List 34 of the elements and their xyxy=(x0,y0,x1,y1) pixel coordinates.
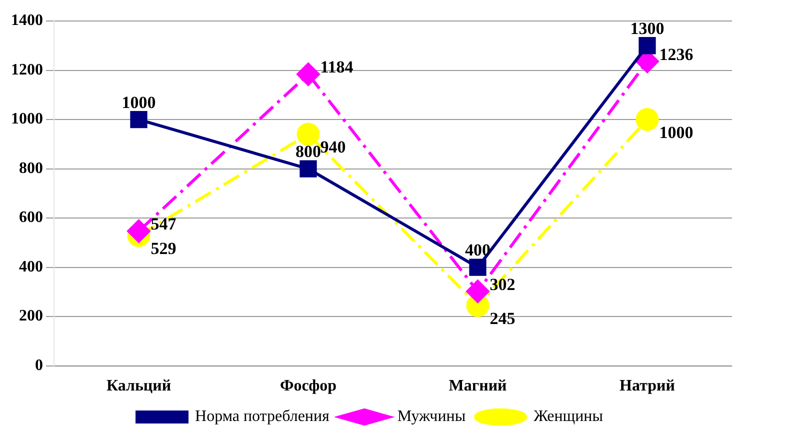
x-tick-label: Натрий xyxy=(620,378,675,395)
y-tick-label: 1400 xyxy=(11,12,43,30)
point xyxy=(296,122,320,146)
data-label: 800 xyxy=(296,142,321,162)
y-tick-label: 800 xyxy=(19,160,43,177)
x-tick-label: Фосфор xyxy=(280,378,337,395)
y-tick-label: 600 xyxy=(19,209,43,226)
data-label: 1000 xyxy=(122,92,156,112)
y-tick-label: 1200 xyxy=(11,61,43,78)
point xyxy=(130,110,148,128)
point xyxy=(127,220,150,243)
y-tick-label: 200 xyxy=(19,308,43,325)
data-label: 1000 xyxy=(659,122,694,142)
x-tick-label: Магний xyxy=(448,378,507,395)
point xyxy=(469,258,486,276)
data-label: 1184 xyxy=(320,58,354,77)
data-label: 940 xyxy=(320,138,346,157)
x-tick-label: Кальций xyxy=(106,378,172,395)
data-label: 1236 xyxy=(659,44,694,64)
y-tick-label: 400 xyxy=(19,258,43,276)
data-label: 400 xyxy=(465,240,490,260)
point xyxy=(296,62,320,86)
data-label: 245 xyxy=(490,308,516,328)
point xyxy=(300,160,317,178)
y-tick-label: 1000 xyxy=(11,110,43,128)
data-label: 1300 xyxy=(630,19,664,38)
point xyxy=(638,37,656,54)
legend-label: Норма потребления xyxy=(195,408,330,426)
point xyxy=(466,280,490,303)
point xyxy=(636,108,659,132)
data-label: 529 xyxy=(150,238,176,258)
y-tick-label: 0 xyxy=(35,356,43,374)
legend-label: Мужчины xyxy=(397,408,466,426)
legend-label: Женщины xyxy=(534,408,604,426)
